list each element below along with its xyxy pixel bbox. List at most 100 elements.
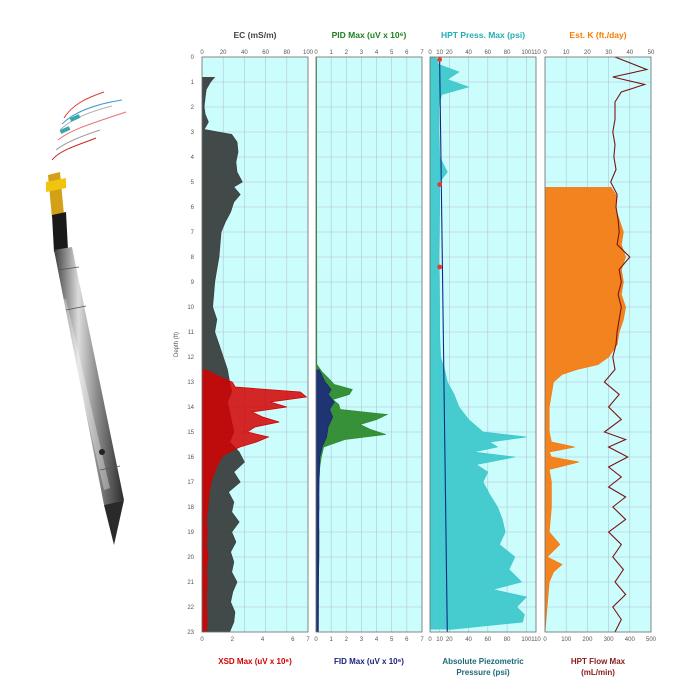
series-area-1 (430, 57, 527, 630)
series-line-1 (435, 56, 528, 630)
bottom-tick-label: 0 (200, 637, 204, 643)
top-tick-label: 50 (648, 50, 655, 56)
bottom-tick-label: 1 (329, 637, 333, 643)
marker-point (437, 264, 443, 270)
bottom-tick-label: 2 (345, 637, 349, 643)
depth-tick-label: 18 (187, 505, 194, 511)
panel-top-title: PID Max (uV x 10⁶) (332, 30, 407, 40)
top-tick-label: 2 (345, 50, 349, 56)
panel-top-title: EC (mS/m) (234, 30, 277, 40)
panel-background (316, 57, 422, 632)
series-area-1 (202, 77, 245, 632)
series-area-2 (316, 369, 335, 632)
panel-border (429, 56, 537, 633)
log-panel-2: 0 1 2 3 4 5 6 7 0 1 2 3 4 5 6 7 PID Max (uV x 10⁶) FID Ma… (314, 30, 424, 666)
bottom-tick-label: 3 (360, 637, 364, 643)
top-tick-label: 80 (504, 50, 511, 56)
depth-tick-label: 17 (187, 480, 194, 486)
panel-border (315, 56, 423, 633)
top-tick-label: 40 (465, 50, 472, 56)
bottom-tick-label: 100 (561, 637, 572, 643)
depth-tick-label: 11 (188, 330, 195, 336)
depth-tick-label: 21 (187, 580, 194, 586)
log-panels: Depth (ft)012345678910111213141516171819… (174, 30, 657, 677)
panel-bottom-title-line: Pressure (psi) (456, 668, 510, 677)
series-line-2 (439, 56, 448, 633)
top-tick-label: 110 (531, 50, 541, 56)
bottom-tick-label: 0 (314, 637, 318, 643)
bottom-tick-label: 5 (390, 637, 394, 643)
depth-tick-label: 5 (191, 180, 195, 186)
top-tick-label: 100 (521, 50, 532, 56)
depth-tick-label: 8 (191, 255, 195, 261)
bottom-tick-label: 110 (531, 637, 541, 643)
series-line-2 (603, 56, 649, 633)
panel-border (544, 56, 652, 633)
top-tick-label: 0 (314, 50, 318, 56)
bottom-tick-label: 40 (465, 637, 472, 643)
marker-point (437, 57, 443, 62)
top-tick-label: 6 (405, 50, 409, 56)
top-tick-label: 4 (375, 50, 379, 56)
marker-point (437, 182, 443, 187)
top-tick-label: 40 (241, 50, 248, 56)
top-tick-label: 30 (605, 50, 612, 56)
panel-top-title: Est. K (ft./day) (569, 30, 626, 40)
probe-illustration (46, 91, 127, 545)
bottom-tick-label: 60 (484, 637, 491, 643)
top-tick-label: 10 (563, 50, 570, 56)
bottom-tick-label: 6 (291, 637, 295, 643)
depth-tick-label: 16 (187, 455, 194, 461)
top-tick-label: 60 (484, 50, 491, 56)
depth-tick-label: 0 (191, 55, 195, 61)
top-tick-label: 5 (390, 50, 394, 56)
depth-tick-label: 23 (187, 630, 194, 636)
series-area-2 (202, 369, 307, 632)
depth-tick-label: 15 (187, 430, 194, 436)
bottom-tick-label: 200 (582, 637, 593, 643)
bottom-tick-label: 0 (428, 637, 432, 643)
log-panel-1: 0 20 40 60 80 100 0 2 4 6 7 EC (mS/m) XSD Max (uV x … (200, 30, 313, 666)
panel-top-title: HPT Press. Max (psi) (441, 30, 525, 40)
top-tick-label: 3 (360, 50, 364, 56)
top-tick-label: 20 (220, 50, 227, 56)
depth-tick-label: 13 (187, 380, 194, 386)
top-tick-label: 80 (283, 50, 290, 56)
series-area-1 (545, 187, 626, 632)
depth-tick-label: 20 (187, 555, 194, 561)
depth-tick-label: 14 (187, 405, 194, 411)
bottom-tick-label: 4 (375, 637, 379, 643)
top-tick-label: 100 (303, 50, 314, 56)
depth-tick-label: 6 (191, 205, 195, 211)
bottom-tick-label: 400 (625, 637, 636, 643)
top-tick-label: 60 (262, 50, 269, 56)
top-tick-label: 40 (626, 50, 633, 56)
depth-tick-label: 9 (191, 280, 195, 286)
bottom-tick-label: 6 (405, 637, 409, 643)
top-tick-label: 10 (436, 50, 443, 56)
panel-border (201, 56, 309, 633)
bottom-tick-label: 7 (420, 637, 424, 643)
bottom-tick-label: 80 (504, 637, 511, 643)
bottom-tick-label: 2 (231, 637, 235, 643)
panel-bottom-title-line: HPT Flow Max (571, 657, 626, 666)
panel-bottom-title-line: Absolute Piezometric (442, 657, 524, 666)
depth-tick-label: 10 (187, 305, 194, 311)
top-tick-label: 0 (543, 50, 547, 56)
bottom-tick-label: 300 (604, 637, 615, 643)
depth-tick-label: 1 (191, 80, 195, 86)
top-tick-label: 1 (329, 50, 333, 56)
bottom-tick-label: 500 (646, 637, 657, 643)
panel-bottom-title-line: (mL/min) (581, 668, 615, 677)
panel-bottom-title: XSD Max (uV x 10⁶) (218, 657, 292, 666)
top-tick-label: 0 (200, 50, 204, 56)
top-tick-label: 20 (446, 50, 453, 56)
depth-tick-label: 12 (187, 355, 194, 361)
bottom-tick-label: 10 (436, 637, 443, 643)
bottom-tick-label: 100 (521, 637, 532, 643)
depth-axis-label: Depth (ft) (174, 332, 180, 357)
top-tick-label: 0 (428, 50, 432, 56)
